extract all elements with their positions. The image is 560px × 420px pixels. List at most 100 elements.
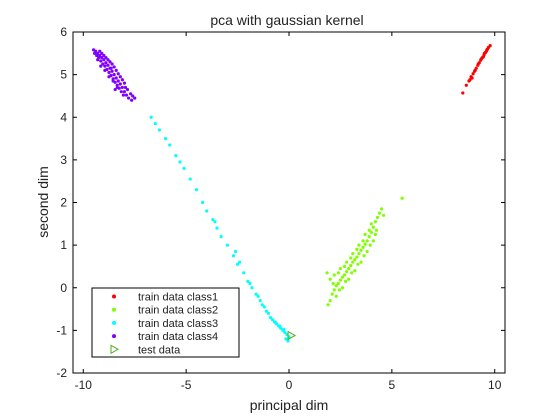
legend-marker: [112, 294, 116, 299]
point-train-data-class2: [374, 228, 379, 232]
point-train-data-class1: [479, 57, 483, 61]
point-train-data-class2: [373, 220, 377, 224]
point-train-data-class4: [95, 53, 99, 58]
point-train-data-class4: [114, 68, 118, 72]
x-tick-label: 0: [286, 378, 293, 392]
x-tick-label: 5: [389, 378, 396, 392]
point-train-data-class3: [284, 337, 288, 341]
point-train-data-class4: [124, 93, 129, 97]
point-train-data-class4: [106, 58, 110, 62]
point-train-data-class2: [357, 252, 361, 256]
point-train-data-class2: [371, 225, 375, 229]
point-train-data-class2: [328, 277, 332, 281]
point-train-data-class2: [337, 288, 341, 292]
point-train-data-class4: [103, 64, 107, 68]
point-train-data-class2: [338, 278, 343, 282]
point-train-data-class4: [114, 76, 118, 80]
point-train-data-class4: [121, 93, 125, 97]
point-train-data-class4: [122, 90, 127, 94]
point-train-data-class2: [361, 239, 365, 243]
y-tick-label: 1: [60, 238, 67, 252]
point-train-data-class2: [355, 255, 359, 259]
point-train-data-class4: [123, 85, 128, 90]
point-train-data-class2: [326, 303, 330, 307]
point-train-data-class2: [345, 269, 349, 274]
point-train-data-class2: [334, 294, 338, 298]
point-train-data-class4: [93, 51, 97, 55]
point-train-data-class2: [369, 222, 373, 226]
point-train-data-class2: [400, 196, 404, 200]
point-train-data-class4: [108, 60, 112, 64]
point-train-data-class2: [379, 207, 384, 211]
point-train-data-class3: [225, 243, 229, 247]
point-train-data-class3: [231, 254, 236, 258]
point-train-data-class3: [211, 217, 215, 222]
point-train-data-class3: [215, 226, 219, 230]
point-train-data-class3: [168, 143, 172, 147]
point-train-data-class2: [353, 269, 357, 273]
legend-label: test data: [138, 344, 181, 356]
point-train-data-class2: [361, 245, 365, 249]
legend-marker: [110, 344, 120, 355]
point-train-data-class2: [371, 239, 375, 243]
legend-label: train data class2: [138, 305, 218, 317]
point-train-data-class4: [102, 53, 106, 58]
point-train-data-class2: [375, 215, 380, 220]
point-train-data-class4: [116, 72, 120, 76]
point-train-data-class3: [286, 339, 290, 343]
point-train-data-class4: [99, 64, 103, 68]
point-train-data-class4: [104, 61, 108, 65]
legend-label: train data class3: [138, 318, 218, 330]
point-train-data-class4: [111, 79, 115, 83]
legend-label: train data class4: [138, 331, 218, 343]
x-tick-label: 10: [488, 378, 502, 392]
point-train-data-class4: [112, 65, 116, 69]
point-train-data-class1: [476, 62, 480, 66]
point-train-data-class2: [332, 288, 336, 292]
point-train-data-class3: [266, 311, 271, 315]
point-train-data-class3: [188, 177, 192, 181]
point-train-data-class2: [365, 249, 369, 254]
point-train-data-class3: [213, 220, 217, 224]
point-train-data-class2: [325, 271, 329, 275]
point-train-data-class4: [115, 85, 119, 90]
point-train-data-class4: [119, 90, 123, 94]
x-axis-label: principal dim: [250, 397, 329, 413]
point-train-data-class1: [488, 44, 492, 48]
point-train-data-class3: [262, 305, 266, 309]
point-train-data-class4: [131, 94, 135, 98]
point-train-data-class4: [118, 75, 122, 79]
y-tick-label: -2: [56, 366, 67, 380]
point-train-data-class3: [268, 315, 273, 320]
point-train-data-class2: [328, 298, 332, 303]
point-train-data-class2: [336, 281, 340, 286]
point-train-data-class4: [125, 87, 130, 92]
point-train-data-class2: [355, 247, 359, 251]
point-train-data-class2: [373, 232, 377, 237]
point-train-data-class1: [482, 51, 487, 55]
point-train-data-class1: [471, 72, 475, 76]
point-train-data-class4: [118, 82, 122, 86]
point-train-data-class4: [104, 55, 108, 60]
point-train-data-class2: [377, 211, 382, 215]
point-train-data-class2: [347, 277, 351, 281]
point-train-data-class2: [350, 271, 354, 275]
chart-title: pca with gaussian kernel: [210, 12, 363, 28]
legend-label: train data class1: [138, 292, 218, 304]
point-train-data-class3: [201, 200, 205, 205]
point-train-data-class2: [367, 228, 371, 232]
point-train-data-class3: [256, 294, 260, 298]
point-train-data-class2: [332, 273, 336, 277]
point-train-data-class2: [338, 266, 343, 271]
y-tick-label: 6: [60, 25, 67, 39]
point-train-data-class2: [356, 262, 360, 266]
point-train-data-class4: [129, 92, 133, 96]
point-train-data-class2: [331, 281, 335, 286]
y-tick-label: 5: [60, 68, 67, 82]
point-train-data-class3: [235, 262, 240, 266]
point-train-data-class1: [473, 68, 477, 72]
point-train-data-class4: [99, 59, 103, 63]
point-train-data-class3: [246, 279, 250, 283]
